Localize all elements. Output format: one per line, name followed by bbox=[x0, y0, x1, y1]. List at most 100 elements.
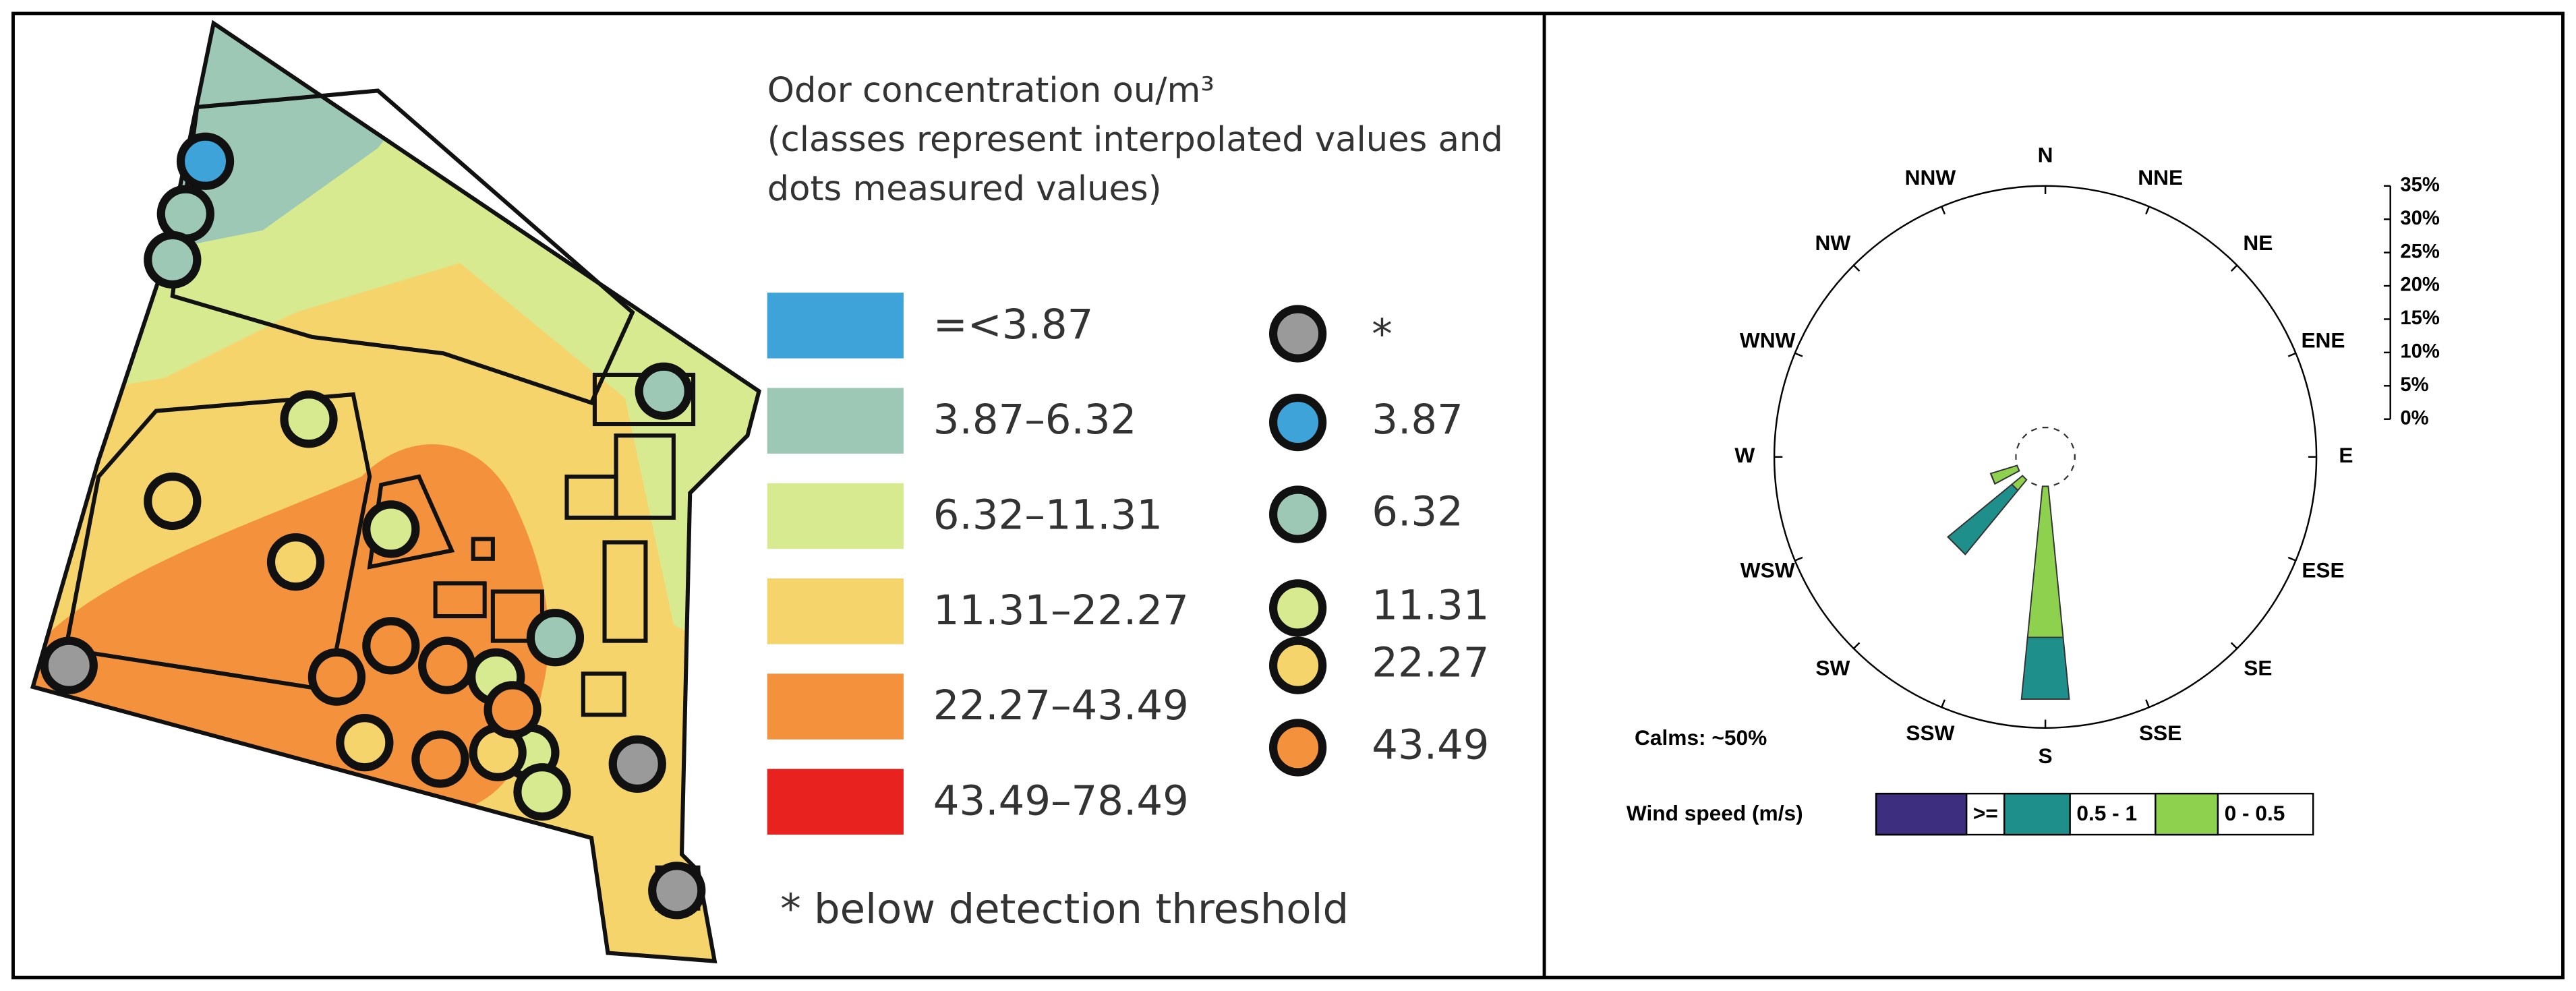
direction-label: NE bbox=[2243, 231, 2273, 255]
legend-swatch bbox=[767, 578, 904, 644]
scale-label: 30% bbox=[2400, 208, 2440, 229]
legend-label: 11.31 bbox=[1372, 581, 1489, 629]
legend-subtitle: (classes represent interpolated values a… bbox=[767, 120, 1503, 160]
direction-label: E bbox=[2339, 443, 2353, 467]
legend-dot bbox=[1268, 636, 1327, 694]
building bbox=[170, 88, 635, 406]
legend-label: 22.27–43.49 bbox=[933, 682, 1189, 729]
rose-tick bbox=[1941, 206, 1946, 215]
direction-label: ENE bbox=[2301, 328, 2345, 352]
scale-label: 5% bbox=[2400, 374, 2428, 396]
legend-swatch bbox=[767, 673, 904, 740]
dot bbox=[418, 636, 476, 694]
rose-segment bbox=[2031, 427, 2037, 431]
dot bbox=[608, 735, 666, 793]
calms-label: Calms: ~50% bbox=[1635, 725, 1767, 750]
building bbox=[564, 474, 618, 520]
direction-label: ESE bbox=[2302, 558, 2344, 582]
dot bbox=[266, 533, 325, 591]
rose-segment bbox=[2020, 636, 2070, 700]
direction-label: NNE bbox=[2138, 165, 2183, 189]
legend-swatch bbox=[767, 769, 904, 835]
rose-segment bbox=[2026, 485, 2064, 638]
building bbox=[471, 537, 495, 561]
legend-label: =<3.87 bbox=[933, 301, 1094, 349]
direction-label: SSW bbox=[1906, 721, 1954, 745]
rose-segment bbox=[2063, 475, 2069, 481]
direction-label: SW bbox=[1815, 655, 1850, 680]
dot bbox=[635, 362, 693, 420]
legend-swatch bbox=[767, 483, 904, 549]
rose-segment bbox=[2053, 427, 2060, 431]
rose-tick bbox=[2230, 642, 2238, 649]
dot bbox=[513, 763, 571, 821]
rose-segment bbox=[2031, 482, 2037, 486]
direction-label: NNW bbox=[1905, 165, 1956, 189]
legend-label: 0.5 - 1 bbox=[2076, 801, 2137, 825]
building bbox=[433, 581, 487, 619]
rose-segment bbox=[1947, 483, 2019, 555]
legend-title: Wind speed (m/s) bbox=[1627, 801, 1803, 825]
dot bbox=[144, 472, 202, 531]
dot bbox=[362, 617, 420, 675]
legend-swatch bbox=[1875, 792, 1968, 836]
direction-label: N bbox=[2038, 142, 2053, 167]
legend-label: 6.32 bbox=[1372, 488, 1463, 536]
legend-label: 43.49–78.49 bbox=[933, 777, 1189, 824]
legend-label: 0 - 0.5 bbox=[2225, 801, 2285, 825]
direction-label: NW bbox=[1815, 231, 1850, 255]
rose-tick bbox=[1852, 642, 1861, 649]
legend-dot bbox=[1268, 579, 1327, 637]
direction-label: SE bbox=[2244, 655, 2272, 680]
rose-tick bbox=[2145, 206, 2150, 215]
dot bbox=[40, 636, 98, 694]
legend-label: 3.87 bbox=[1372, 396, 1463, 444]
legend-swatch bbox=[2155, 792, 2219, 836]
legend-label: 6.32–11.31 bbox=[933, 491, 1163, 539]
dot bbox=[648, 862, 706, 920]
rose-segment bbox=[1990, 473, 1996, 485]
rose-tick bbox=[2287, 352, 2296, 357]
legend-label: * bbox=[1372, 310, 1392, 358]
building bbox=[581, 671, 626, 717]
legend-dot bbox=[1268, 393, 1327, 452]
scale-label: 20% bbox=[2400, 274, 2440, 296]
rose-segment bbox=[2022, 433, 2027, 439]
scale-label: 0% bbox=[2400, 407, 2428, 429]
dot bbox=[336, 714, 394, 772]
dot bbox=[411, 730, 469, 788]
rose-tick bbox=[1794, 556, 1803, 562]
legend-note: * below detection threshold bbox=[780, 885, 1349, 933]
map-area bbox=[32, 23, 759, 961]
dot bbox=[156, 185, 214, 243]
rose-tick bbox=[1794, 352, 1803, 357]
rose-tick bbox=[2287, 556, 2296, 562]
scale-label: 15% bbox=[2400, 307, 2440, 329]
legend-swatch bbox=[767, 293, 904, 359]
rose-segment bbox=[2063, 433, 2069, 439]
legend-dot bbox=[1268, 305, 1327, 363]
legend-label: 11.31–22.27 bbox=[933, 587, 1189, 634]
legend-label: 3.87–6.32 bbox=[933, 396, 1137, 444]
direction-label: WSW bbox=[1740, 558, 1795, 582]
rose-segment bbox=[1947, 536, 1966, 555]
rose-tick bbox=[1941, 699, 1946, 708]
rose-segment bbox=[2053, 482, 2060, 486]
scale-label: 25% bbox=[2400, 241, 2440, 262]
rose-tick bbox=[2145, 699, 2150, 708]
rose-tick bbox=[2230, 264, 2238, 272]
rose-segment bbox=[2016, 442, 2020, 449]
legend-title: Odor concentration ou/m³ bbox=[767, 71, 1214, 111]
dot bbox=[144, 231, 202, 289]
dot bbox=[362, 500, 420, 558]
legend-swatch bbox=[767, 388, 904, 454]
legend-swatch bbox=[2003, 792, 2071, 836]
rose-segment bbox=[2070, 442, 2074, 449]
frame bbox=[11, 11, 2565, 980]
legend-subtitle: dots measured values) bbox=[767, 169, 1162, 209]
measurement-dots bbox=[40, 132, 706, 920]
building bbox=[602, 540, 648, 643]
site-outline bbox=[30, 20, 762, 964]
rose-tick bbox=[1852, 264, 1861, 272]
